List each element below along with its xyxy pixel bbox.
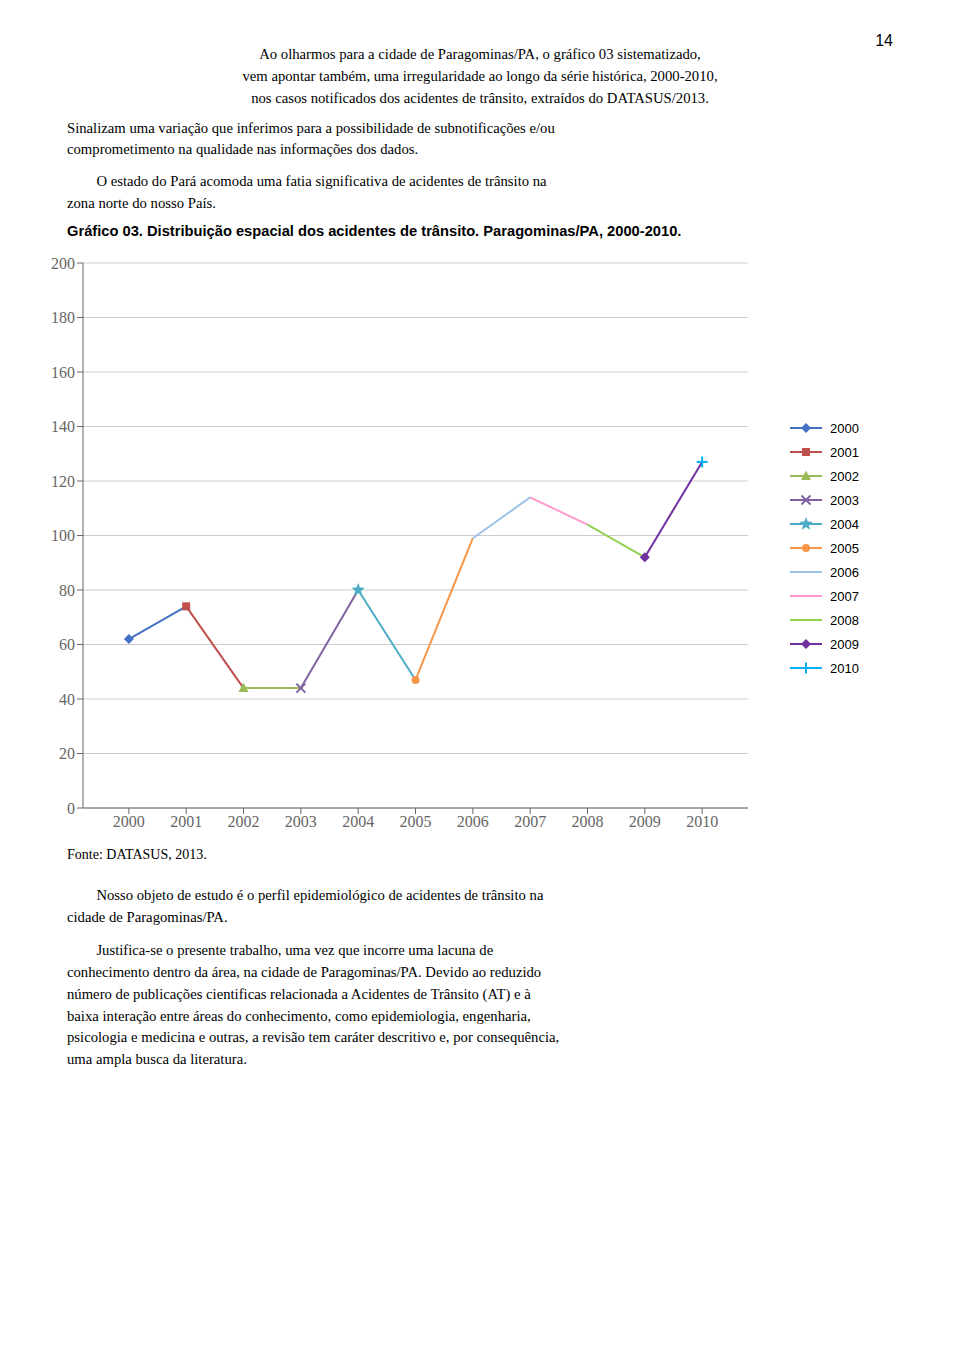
svg-text:2009: 2009 <box>629 813 661 830</box>
svg-text:2008: 2008 <box>571 813 603 830</box>
svg-text:2007: 2007 <box>514 813 546 830</box>
html-text:2007: 2007 <box>830 588 859 604</box>
svg-text:180: 180 <box>51 309 75 326</box>
html-text:nos casos notificados dos acid: nos casos notificados dos acidentes de t… <box>251 90 709 106</box>
html-text:2006: 2006 <box>830 564 859 580</box>
html-text:Justifica-se o presente trabal: Justifica-se o presente trabalho, uma ve… <box>67 942 494 958</box>
svg-text:2003: 2003 <box>285 813 317 830</box>
html-text:número de publicações cientifi: número de publicações cientificas relaci… <box>67 986 531 1002</box>
svg-text:0: 0 <box>67 800 75 817</box>
html-text:O estado do Pará acomoda uma f: O estado do Pará acomoda uma fatia signi… <box>67 173 547 189</box>
html-text:Gráfico 03. Distribuição espac: Gráfico 03. Distribuição espacial dos ac… <box>67 223 682 239</box>
svg-text:2004: 2004 <box>342 813 374 830</box>
html-text:zona norte do nosso País.: zona norte do nosso País. <box>67 195 216 211</box>
html-text:2005: 2005 <box>830 540 859 556</box>
html-text:2000: 2000 <box>830 420 859 436</box>
html-text:2002: 2002 <box>830 468 859 484</box>
svg-text:2005: 2005 <box>400 813 432 830</box>
svg-text:2010: 2010 <box>686 813 718 830</box>
html-text:2010: 2010 <box>830 660 859 676</box>
svg-text:60: 60 <box>59 636 75 653</box>
svg-text:200: 200 <box>51 255 75 272</box>
html-text:14: 14 <box>875 32 893 49</box>
html-text:cidade de Paragominas/PA.: cidade de Paragominas/PA. <box>67 909 228 925</box>
svg-text:2000: 2000 <box>113 813 145 830</box>
html-text:2004: 2004 <box>830 516 859 532</box>
svg-text:120: 120 <box>51 473 75 490</box>
html-text:Sinalizam uma variação que inf: Sinalizam uma variação que inferimos par… <box>67 120 555 136</box>
html-text:uma ampla busca da literatura.: uma ampla busca da literatura. <box>67 1051 247 1067</box>
html-text:2001: 2001 <box>830 444 859 460</box>
svg-text:2001: 2001 <box>170 813 202 830</box>
svg-text:2006: 2006 <box>457 813 489 830</box>
svg-text:100: 100 <box>51 527 75 544</box>
svg-text:160: 160 <box>51 364 75 381</box>
html-text:2009: 2009 <box>830 636 859 652</box>
html-text:Nosso objeto de estudo é o per: Nosso objeto de estudo é o perfil epidem… <box>67 887 544 903</box>
html-text:2008: 2008 <box>830 612 859 628</box>
html-text:Ao olharmos para a cidade de P: Ao olharmos para a cidade de Paragominas… <box>259 46 701 62</box>
html-text:2003: 2003 <box>830 492 859 508</box>
html-text:vem apontar também, uma irregu: vem apontar também, uma irregularidade a… <box>242 68 718 84</box>
svg-text:2002: 2002 <box>228 813 260 830</box>
svg-text:40: 40 <box>59 691 75 708</box>
svg-text:80: 80 <box>59 582 75 599</box>
html-text:baixa interação entre áreas do: baixa interação entre áreas do conhecime… <box>67 1008 531 1024</box>
html-text:psicologia e medicina e outras: psicologia e medicina e outras, a revisã… <box>67 1029 560 1045</box>
html-text:conhecimento dentro da área, n: conhecimento dentro da área, na cidade d… <box>67 964 542 980</box>
svg-text:20: 20 <box>59 745 75 762</box>
svg-text:140: 140 <box>51 418 75 435</box>
html-text:Fonte: DATASUS, 2013.: Fonte: DATASUS, 2013. <box>67 847 207 862</box>
html-text:comprometimento na qualidade n: comprometimento na qualidade nas informa… <box>67 141 419 157</box>
